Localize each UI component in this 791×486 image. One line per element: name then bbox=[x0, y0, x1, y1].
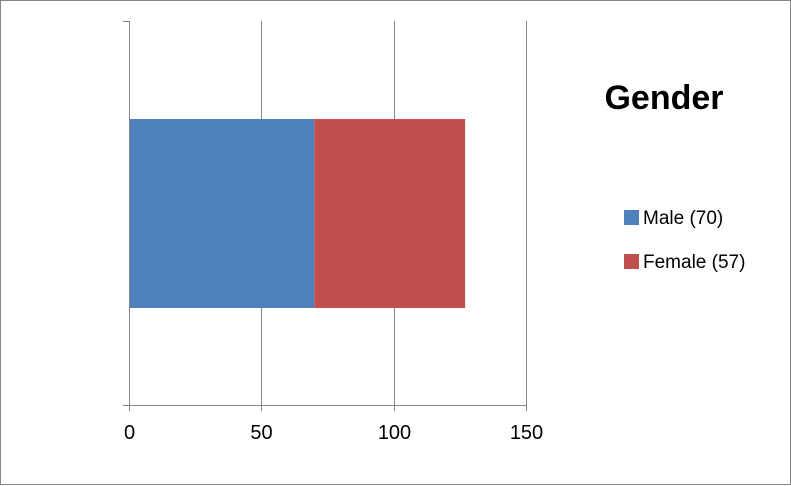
legend-item-male: Male (70) bbox=[624, 208, 723, 229]
legend-label: Male (70) bbox=[643, 208, 723, 229]
legend-swatch bbox=[624, 254, 639, 269]
bar-segment-female bbox=[314, 119, 466, 308]
chart-title: Gender bbox=[604, 79, 723, 117]
x-tick-label: 0 bbox=[124, 422, 135, 444]
axes bbox=[123, 21, 527, 406]
x-tick-label: 150 bbox=[510, 422, 543, 444]
legend-label: Female (57) bbox=[643, 252, 745, 273]
legend: Male (70) Female (57) bbox=[624, 208, 745, 273]
x-tick-label: 100 bbox=[378, 422, 411, 444]
x-tick-label: 50 bbox=[250, 422, 272, 444]
bar-segment-male bbox=[129, 119, 315, 308]
x-axis-ticks: 0 50 100 150 bbox=[124, 405, 543, 444]
bars bbox=[129, 119, 466, 308]
legend-swatch bbox=[624, 210, 639, 225]
legend-item-female: Female (57) bbox=[624, 252, 745, 273]
